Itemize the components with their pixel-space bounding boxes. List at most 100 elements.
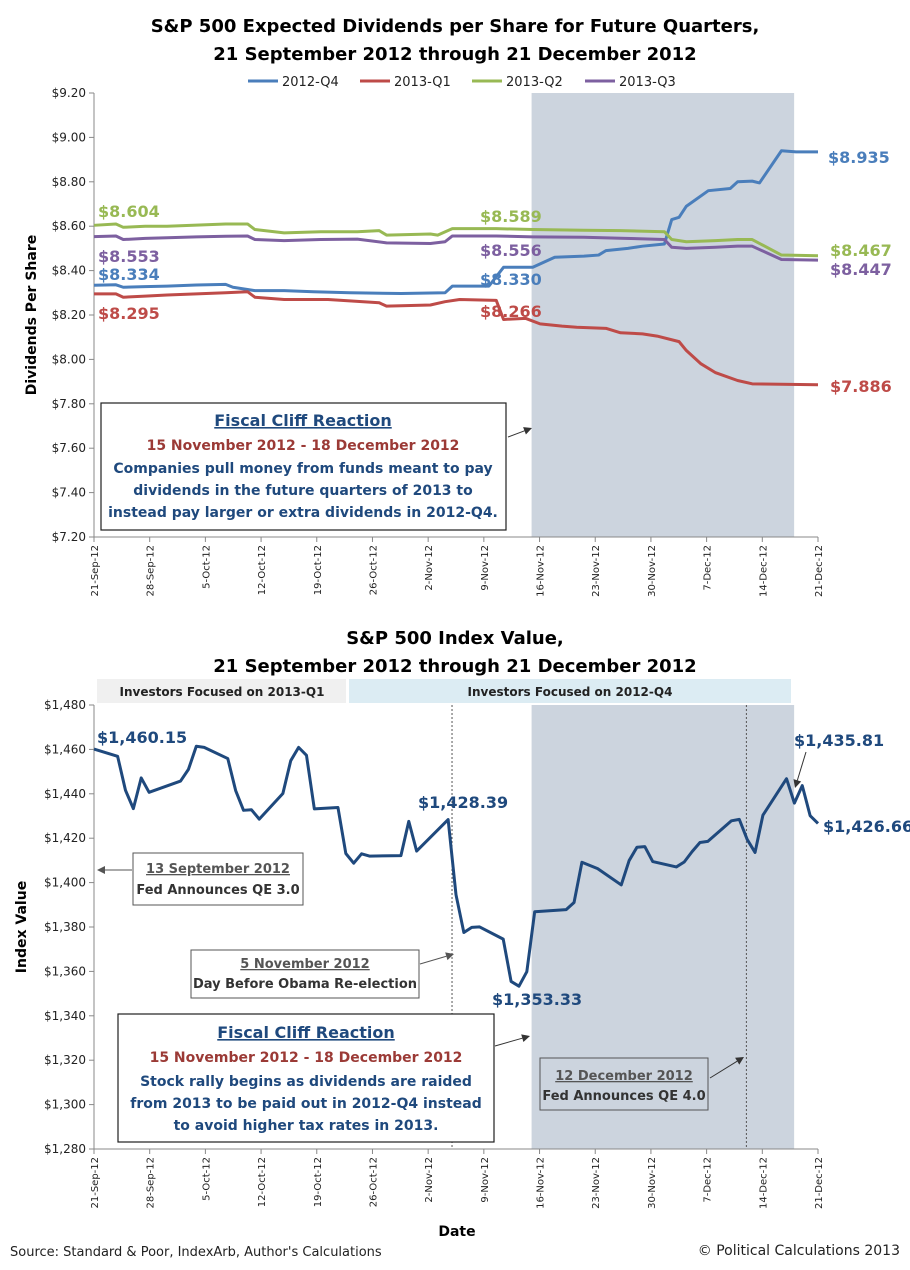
chart1-x-tick-label: 2-Nov-12 <box>424 545 435 591</box>
qe4-arrow-shaft <box>709 1060 738 1079</box>
chart2-fiscal-annotation-title: Fiscal Cliff Reaction <box>217 1023 394 1042</box>
chart1-annotation-arrow-head <box>523 427 532 435</box>
qe3-annotation-text: Fed Announces QE 3.0 <box>136 883 299 898</box>
chart1-subtitle: 21 September 2012 through 21 December 20… <box>213 44 696 65</box>
chart2-fiscal-arrow-shaft <box>494 1037 523 1047</box>
chart1-y-tick-label: $7.80 <box>52 397 86 411</box>
chart2-fiscal-annotation-dates: 15 November 2012 - 18 December 2012 <box>150 1050 463 1066</box>
chart1-legend-label-1: 2013-Q1 <box>394 75 451 90</box>
chart2-x-tick-label: 7-Dec-12 <box>703 1157 714 1203</box>
chart1-data-label: $8.447 <box>830 260 892 279</box>
chart2-fiscal-annotation-line: Stock rally begins as dividends are raid… <box>140 1074 472 1090</box>
chart1-x-tick-label: 12-Oct-12 <box>257 545 268 595</box>
qe4-annotation-text: Fed Announces QE 4.0 <box>542 1089 705 1104</box>
qe3-annotation-title: 13 September 2012 <box>146 862 290 877</box>
source-note: Source: Standard & Poor, IndexArb, Autho… <box>10 1245 382 1260</box>
chart2-peak-arrow-head <box>793 779 802 788</box>
chart1-x-tick-label: 30-Nov-12 <box>647 545 658 597</box>
chart2-y-tick-label: $1,300 <box>44 1098 86 1112</box>
chart1-x-tick-label: 14-Dec-12 <box>758 545 769 597</box>
chart1-y-tick-label: $8.00 <box>52 352 86 366</box>
chart1-annotation-line: dividends in the future quarters of 2013… <box>133 483 473 499</box>
qe3-annotation-box <box>132 852 304 906</box>
chart2-subtitle: 21 September 2012 through 21 December 20… <box>213 656 696 677</box>
qe4-annotation-title: 12 December 2012 <box>555 1069 693 1084</box>
copyright-note: © Political Calculations 2013 <box>697 1243 900 1259</box>
chart1-data-label: $8.604 <box>98 202 160 221</box>
chart1-line-2013-Q2 <box>93 222 819 258</box>
chart2-y-tick-label: $1,440 <box>44 787 86 801</box>
chart2-x-tick-label: 21-Dec-12 <box>814 1157 825 1209</box>
chart1-x-tick-label: 7-Dec-12 <box>703 545 714 591</box>
chart2-line-sp500 <box>93 744 820 988</box>
chart1-x-tick-label: 19-Oct-12 <box>313 545 324 595</box>
chart1-data-label: $7.886 <box>830 377 892 396</box>
chart2-data-label: $1,353.33 <box>492 990 582 1009</box>
chart1-shaded-region <box>531 93 795 537</box>
chart1-x-tick-label: 21-Sep-12 <box>90 545 101 597</box>
chart2-fiscal-annotation-line: from 2013 to be paid out in 2012-Q4 inst… <box>130 1096 482 1112</box>
chart1-data-label: $8.589 <box>480 207 542 226</box>
chart1-y-tick-label: $7.20 <box>52 530 86 544</box>
chart2-data-label: $1,460.15 <box>97 728 187 747</box>
election-annotation-box <box>190 949 420 999</box>
chart1-data-label: $8.556 <box>480 241 542 260</box>
chart2-y-tick-label: $1,340 <box>44 1009 86 1023</box>
chart1-y-tick-label: $8.20 <box>52 308 86 322</box>
chart1-y-tick-label: $7.40 <box>52 486 86 500</box>
chart2-x-tick-label: 21-Sep-12 <box>90 1157 101 1209</box>
chart1-x-tick-label: 21-Dec-12 <box>814 545 825 597</box>
chart2-data-label: $1,428.39 <box>418 793 508 812</box>
chart2-fiscal-annotation-box <box>117 1013 495 1143</box>
chart2-x-tick-label: 16-Nov-12 <box>536 1157 547 1209</box>
chart1-legend-label-3: 2013-Q3 <box>619 75 676 90</box>
chart2-y-tick-label: $1,380 <box>44 920 86 934</box>
election-annotation-title: 5 November 2012 <box>240 957 369 972</box>
chart1-annotation-box <box>100 402 507 531</box>
chart2-y-axis-label: Index Value <box>14 881 30 973</box>
chart1-x-tick-label: 23-Nov-12 <box>591 545 602 597</box>
chart2-x-tick-label: 23-Nov-12 <box>591 1157 602 1209</box>
chart2-title: S&P 500 Index Value, <box>346 628 564 649</box>
chart2-data-label: $1,435.81 <box>794 731 884 750</box>
chart1-line-2013-Q1 <box>94 290 819 387</box>
chart1-annotation-line: Companies pull money from funds meant to… <box>113 461 492 477</box>
band-2012-q4 <box>349 679 791 703</box>
band-2013-q1-label: Investors Focused on 2013-Q1 <box>120 685 325 699</box>
election-annotation-text: Day Before Obama Re-election <box>193 977 417 992</box>
chart1-line-2013-Q3 <box>93 234 819 262</box>
qe3-arrow-head <box>97 866 105 874</box>
chart1-y-tick-label: $8.60 <box>52 219 86 233</box>
chart2-x-tick-label: 9-Nov-12 <box>480 1157 491 1203</box>
chart1-data-label: $8.467 <box>830 241 892 260</box>
chart2-x-axis-label: Date <box>438 1224 475 1240</box>
chart2-x-tick-label: 5-Oct-12 <box>201 1157 212 1201</box>
band-2012-q4-label: Investors Focused on 2012-Q4 <box>468 685 673 699</box>
chart1-annotation-line: instead pay larger or extra dividends in… <box>108 505 498 521</box>
chart1-y-tick-label: $7.60 <box>52 441 86 455</box>
chart1-y-axis-label: Dividends Per Share <box>24 235 40 396</box>
chart1-data-label: $8.935 <box>828 148 890 167</box>
chart2-y-tick-label: $1,420 <box>44 831 86 845</box>
qe4-arrow-head <box>735 1057 744 1065</box>
chart1-title: S&P 500 Expected Dividends per Share for… <box>151 16 760 37</box>
chart2-x-tick-label: 26-Oct-12 <box>368 1157 379 1207</box>
chart1-annotation-arrow-shaft <box>507 430 525 438</box>
chart2-data-label: $1,426.66 <box>823 817 910 836</box>
chart1-data-label: $8.330 <box>480 270 542 289</box>
chart1-x-tick-label: 26-Oct-12 <box>368 545 379 595</box>
chart2-y-tick-label: $1,480 <box>44 698 86 712</box>
chart2-x-tick-label: 14-Dec-12 <box>758 1157 769 1209</box>
chart1-data-label: $8.553 <box>98 247 160 266</box>
chart1-y-tick-label: $8.40 <box>52 264 86 278</box>
chart1-x-tick-label: 28-Sep-12 <box>146 545 157 597</box>
chart1-y-tick-label: $9.00 <box>52 130 86 144</box>
chart2-fiscal-arrow-head <box>521 1034 530 1043</box>
qe4-annotation-box <box>539 1057 709 1111</box>
chart1-x-tick-label: 9-Nov-12 <box>480 545 491 591</box>
election-arrow-head <box>445 952 454 961</box>
chart2-x-tick-label: 30-Nov-12 <box>647 1157 658 1209</box>
chart1-legend-label-0: 2012-Q4 <box>282 75 339 90</box>
chart2-x-tick-label: 12-Oct-12 <box>257 1157 268 1207</box>
